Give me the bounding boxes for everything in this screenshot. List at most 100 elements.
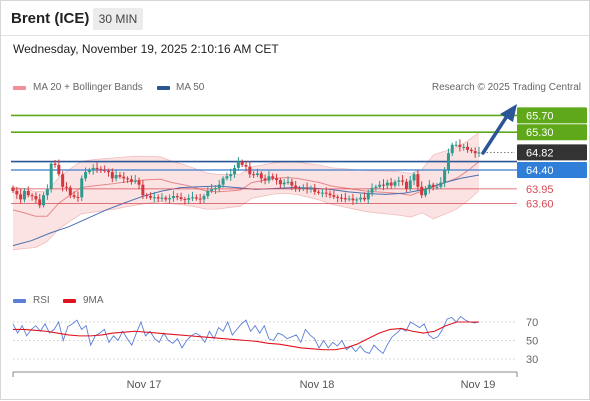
candle-body [133, 180, 137, 182]
candle-body [160, 197, 164, 199]
candle-body [53, 163, 57, 165]
candle-body [103, 170, 107, 171]
ma50-legend-label: MA 50 [176, 82, 205, 93]
candle-body [225, 176, 229, 179]
candle-body [26, 191, 30, 196]
candle-body [45, 188, 49, 196]
rsi-tick-label: 30 [526, 354, 538, 366]
candle-body [110, 172, 114, 179]
candle-body [290, 181, 294, 186]
candle-body [11, 187, 15, 191]
candle-body [149, 196, 153, 198]
candle-body [263, 178, 267, 181]
candle-body [408, 180, 412, 189]
candle-body [282, 182, 286, 185]
candle-body [213, 188, 217, 190]
level-tag-label: 63.95 [526, 184, 554, 196]
candle-body [443, 170, 447, 183]
candle-body [118, 175, 122, 177]
candle-body [320, 192, 324, 194]
candle-body [187, 198, 191, 200]
candle-body [76, 196, 80, 198]
candle-body [240, 161, 244, 165]
candle-body [233, 167, 237, 175]
candle-body [286, 181, 290, 183]
candle-body [343, 198, 347, 200]
level-tag-last [517, 144, 587, 161]
level-tag-label: 64.82 [526, 147, 554, 159]
candle-body [374, 186, 378, 189]
candle-body [458, 144, 462, 147]
timeframe-button[interactable]: 30 MIN [93, 8, 143, 30]
candle-body [194, 197, 198, 199]
candle-body [351, 198, 355, 201]
candle-body [313, 188, 317, 192]
candle-body [49, 163, 53, 189]
rsi-ma-legend-label: 9MA [83, 295, 104, 306]
forecast-arrow [481, 111, 511, 155]
candle-body [122, 176, 126, 179]
rsi-tick-label: 70 [526, 317, 538, 329]
candle-body [347, 198, 351, 200]
candle-body [210, 189, 214, 191]
bb-legend-label: MA 20 + Bollinger Bands [33, 82, 143, 93]
candle-body [336, 196, 340, 198]
bollinger-lower [12, 190, 480, 251]
candle-body [328, 193, 332, 196]
candle-body [424, 188, 428, 196]
candle-body [114, 175, 118, 179]
candle-body [401, 180, 405, 182]
candle-body [393, 181, 397, 186]
level-tag-support-line [517, 162, 587, 178]
x-tick-label: Nov 19 [461, 379, 496, 391]
candle-body [454, 144, 458, 146]
level-tag-label: 65.30 [526, 127, 554, 139]
candle-body [370, 188, 374, 193]
candle-body [171, 196, 175, 199]
candle-body [412, 174, 416, 181]
candle-body [30, 195, 34, 197]
candle-body [389, 182, 393, 186]
candle-body [236, 161, 240, 168]
instrument-title: Brent (ICE) [11, 10, 90, 27]
candle-body [61, 174, 65, 187]
candle-body [359, 197, 363, 200]
candle-body [99, 169, 103, 171]
candle-body [168, 198, 172, 200]
ma50-legend-swatch [157, 86, 170, 90]
candle-body [385, 182, 389, 186]
candle-body [271, 176, 275, 179]
level-tag-label: 65.70 [526, 110, 554, 122]
candle-body [255, 173, 259, 176]
candle-body [244, 164, 248, 167]
candle-body [137, 180, 141, 185]
x-tick-label: Nov 18 [300, 379, 335, 391]
candle-body [427, 184, 431, 189]
candle-body [221, 178, 225, 185]
candle-body [22, 191, 26, 200]
candle-body [324, 192, 328, 194]
candle-body [362, 197, 366, 200]
candle-body [156, 197, 160, 199]
candle-body [297, 188, 301, 190]
credit-label: Research © 2025 Trading Central [431, 82, 581, 93]
candle-body [164, 197, 168, 200]
forecast-arrow-head [500, 104, 517, 122]
candle-body [259, 173, 263, 179]
candle-body [87, 170, 91, 173]
candle-body [473, 151, 477, 154]
candle-body [91, 167, 95, 170]
candle-body [309, 188, 313, 190]
level-tag-label: 64.40 [526, 165, 554, 177]
candle-body [466, 146, 470, 150]
header-bar: Brent (ICE) 30 MIN [1, 1, 589, 36]
candle-body [126, 178, 130, 180]
bb-legend-swatch [13, 86, 26, 90]
candle-body [42, 195, 46, 206]
candle-body [450, 144, 454, 154]
candle-body [378, 184, 382, 187]
candle-body [202, 196, 206, 200]
candle-body [404, 181, 408, 189]
